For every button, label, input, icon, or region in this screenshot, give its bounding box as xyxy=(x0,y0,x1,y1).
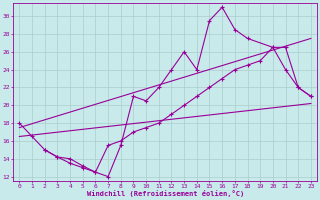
X-axis label: Windchill (Refroidissement éolien,°C): Windchill (Refroidissement éolien,°C) xyxy=(86,190,244,197)
